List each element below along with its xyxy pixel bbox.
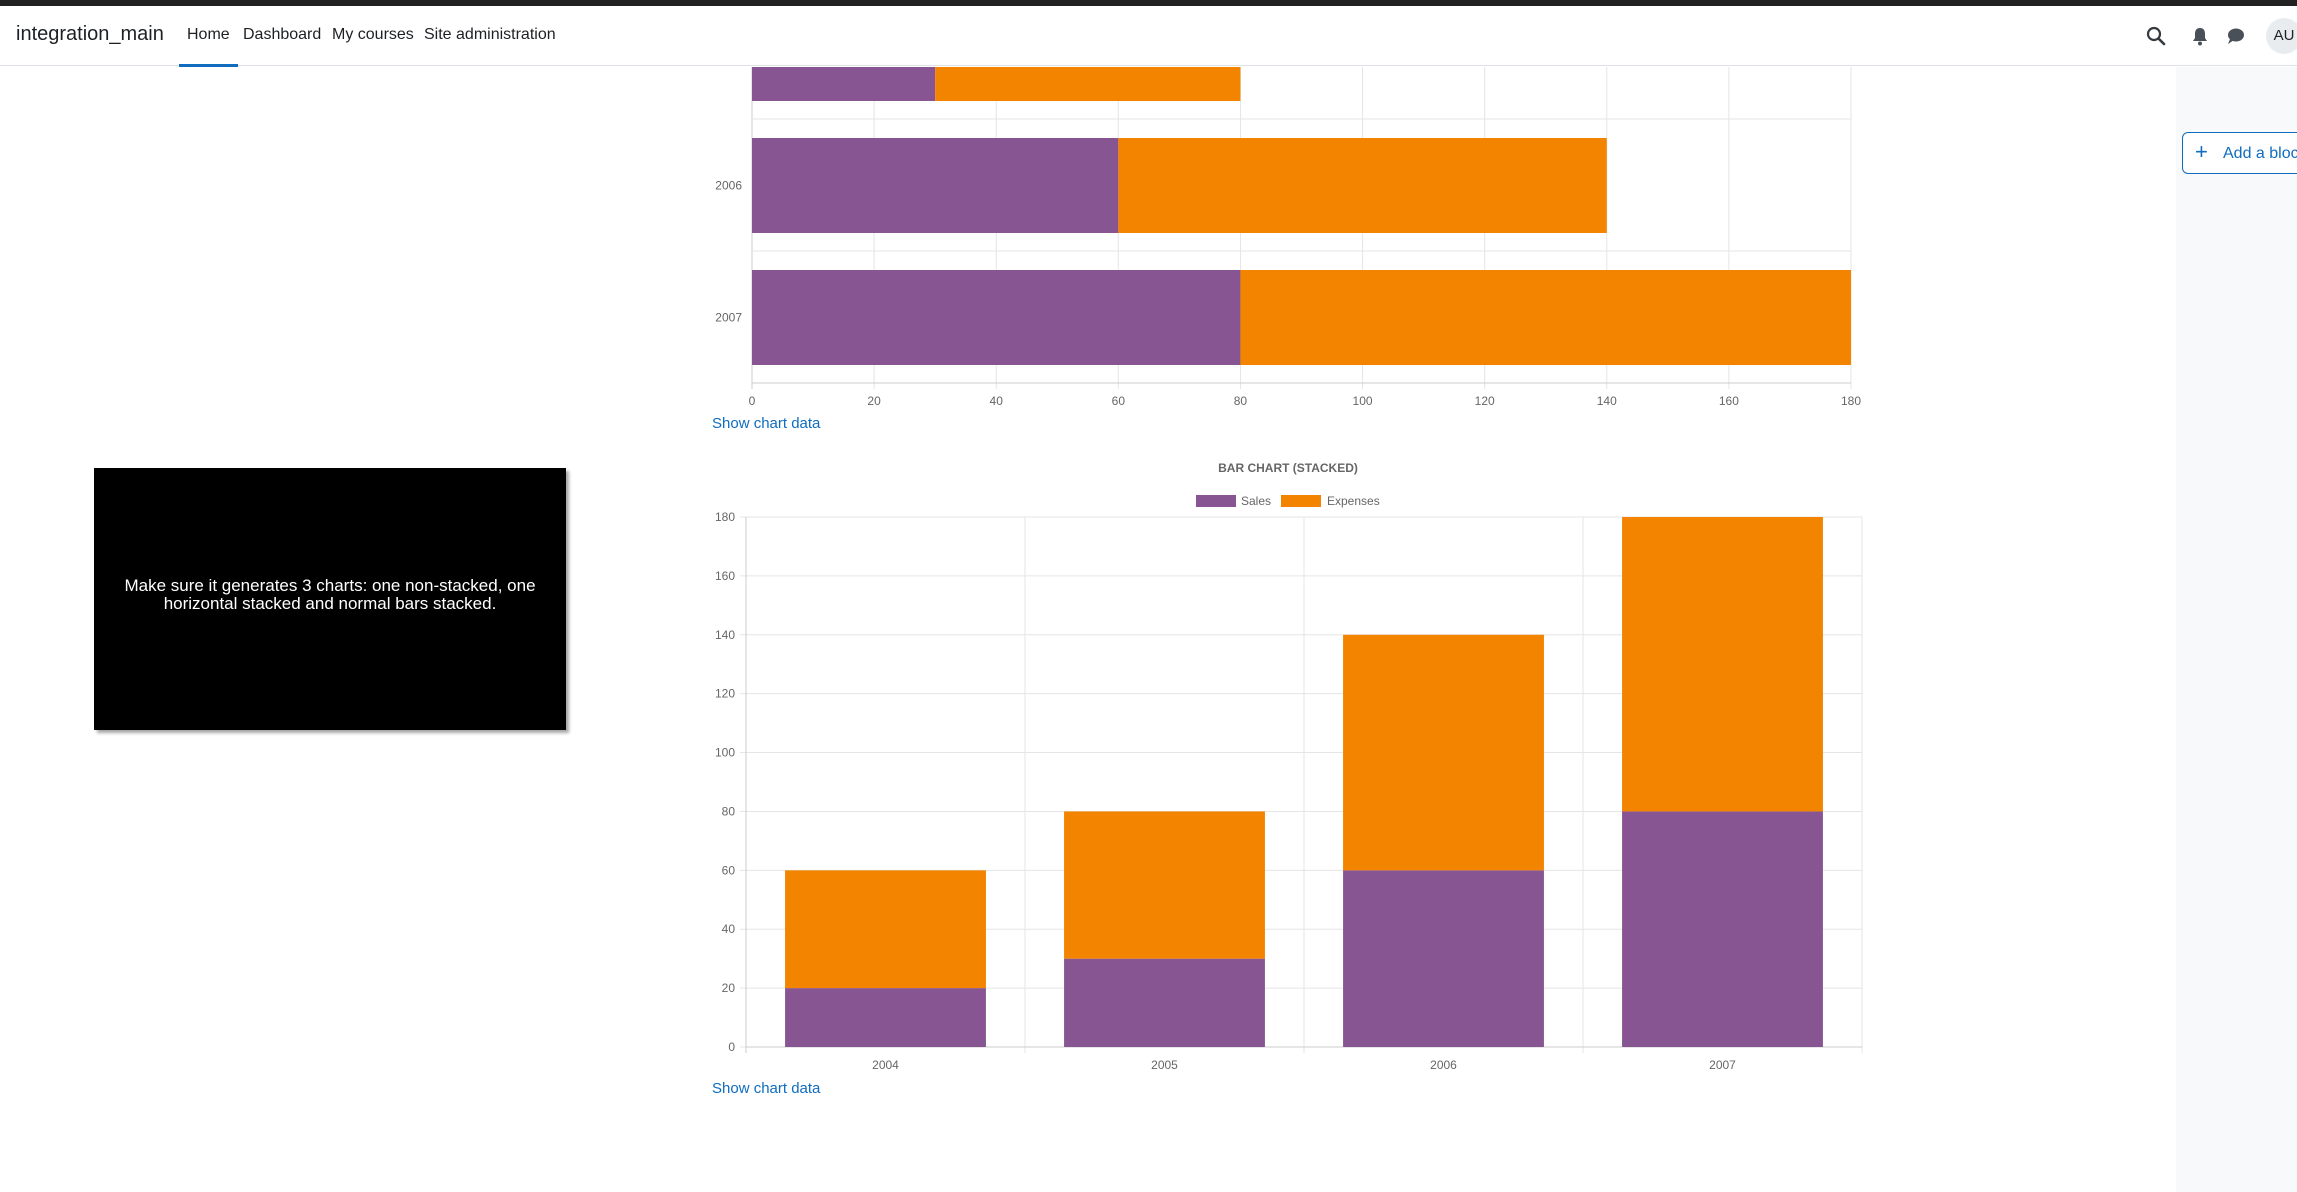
right-block-drawer xyxy=(2176,67,2297,1192)
y-tick-label: 2007 xyxy=(715,311,742,325)
legend-label-0: Sales xyxy=(1241,494,1271,508)
bar-2005-series-0 xyxy=(752,67,936,101)
x-tick-label: 180 xyxy=(1841,394,1861,408)
x-tick-label: 20 xyxy=(867,394,881,408)
y-tick-label: 180 xyxy=(715,510,735,524)
bar-2005-expenses xyxy=(1064,811,1265,959)
x-tick-label: 40 xyxy=(990,394,1004,408)
bar-2007-series-0 xyxy=(752,270,1241,365)
x-tick-label: 2006 xyxy=(1430,1058,1457,1072)
y-tick-label: 60 xyxy=(722,863,736,877)
y-tick-label: 0 xyxy=(728,1040,735,1054)
x-tick-label: 100 xyxy=(1353,394,1373,408)
chat-icon[interactable] xyxy=(2224,24,2248,48)
chart-title: BAR CHART (STACKED) xyxy=(1218,461,1358,475)
x-tick-label: 2007 xyxy=(1709,1058,1736,1072)
bar-2006-sales xyxy=(1343,870,1544,1047)
nav-home[interactable]: Home xyxy=(179,26,238,67)
video-caption: Make sure it generates 3 charts: one non… xyxy=(124,576,536,613)
nav-my-courses[interactable]: My courses xyxy=(332,26,414,43)
add-block-button[interactable]: + Add a block xyxy=(2182,132,2297,174)
y-tick-label: 80 xyxy=(722,804,736,818)
nav-dashboard[interactable]: Dashboard xyxy=(243,26,322,43)
bar-2006-series-1 xyxy=(1118,138,1607,233)
x-tick-label: 160 xyxy=(1719,394,1739,408)
search-icon[interactable] xyxy=(2144,24,2168,48)
y-tick-label: 2006 xyxy=(715,179,742,193)
legend-label-1: Expenses xyxy=(1327,494,1380,508)
show-chart-data-link-2[interactable]: Show chart data xyxy=(712,1080,821,1097)
y-tick-label: 40 xyxy=(722,922,736,936)
x-tick-label: 60 xyxy=(1112,394,1126,408)
x-tick-label: 80 xyxy=(1234,394,1248,408)
x-tick-label: 2004 xyxy=(872,1058,899,1072)
y-tick-label: 160 xyxy=(715,569,735,583)
bar-2005-series-1 xyxy=(935,67,1241,101)
bar-2006-expenses xyxy=(1343,634,1544,871)
user-avatar[interactable]: AU xyxy=(2266,18,2297,54)
site-brand[interactable]: integration_main xyxy=(16,23,164,45)
bar-2004-sales xyxy=(785,988,986,1047)
y-tick-label: 20 xyxy=(722,981,736,995)
x-tick-label: 120 xyxy=(1475,394,1495,408)
bar-2007-sales xyxy=(1622,811,1823,1047)
add-block-label: Add a block xyxy=(2223,145,2297,162)
y-tick-label: 100 xyxy=(715,746,735,760)
x-tick-label: 2005 xyxy=(1151,1058,1178,1072)
legend-swatch-0 xyxy=(1196,495,1236,507)
y-tick-label: 140 xyxy=(715,628,735,642)
bar-2006-series-0 xyxy=(752,138,1119,233)
navbar: integration_main Home Dashboard My cours… xyxy=(0,6,2297,67)
bar-2005-sales xyxy=(1064,958,1265,1047)
plus-icon: + xyxy=(2195,139,2208,164)
x-tick-label: 0 xyxy=(749,394,756,408)
top-strip xyxy=(0,0,2297,6)
nav-site-administration[interactable]: Site administration xyxy=(424,26,556,43)
bell-icon[interactable] xyxy=(2188,24,2212,48)
legend-swatch-1 xyxy=(1281,495,1321,507)
bar-2007-expenses xyxy=(1622,517,1823,812)
show-chart-data-link-1[interactable]: Show chart data xyxy=(712,415,821,432)
video-player[interactable]: Make sure it generates 3 charts: one non… xyxy=(94,468,566,730)
y-tick-label: 120 xyxy=(715,687,735,701)
x-tick-label: 140 xyxy=(1597,394,1617,408)
bar-2007-series-1 xyxy=(1240,270,1851,365)
bar-2004-expenses xyxy=(785,870,986,989)
